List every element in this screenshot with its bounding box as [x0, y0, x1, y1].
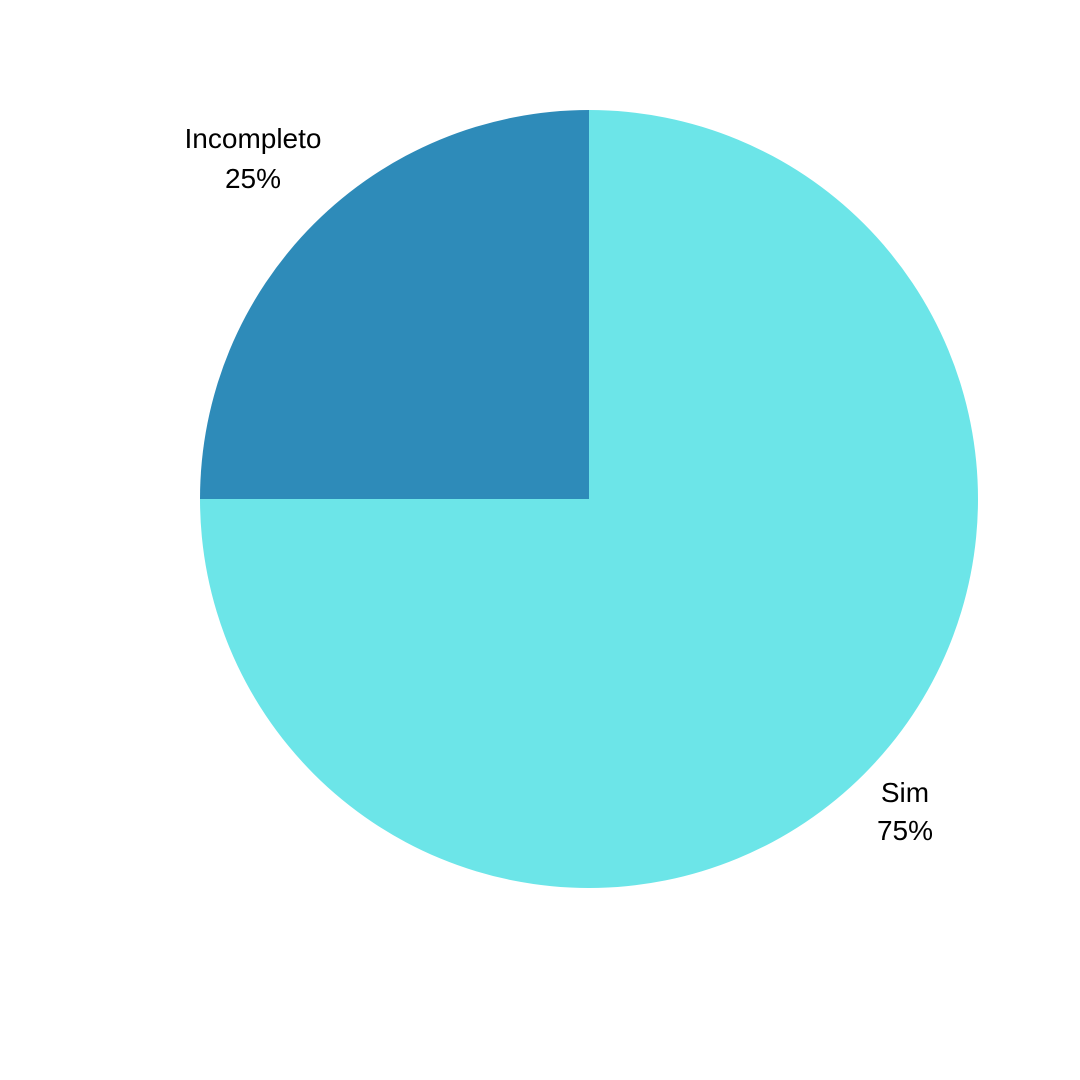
pie-slice-incompleto	[200, 110, 589, 499]
slice-percent-incompleto: 25%	[225, 163, 281, 194]
slice-percent-sim: 75%	[877, 815, 933, 846]
pie-slices	[200, 110, 978, 888]
pie-labels: Incompleto 25% Sim 75%	[185, 123, 934, 846]
slice-label-incompleto: Incompleto	[185, 123, 322, 154]
slice-label-sim: Sim	[881, 777, 929, 808]
pie-slice-sim	[200, 110, 978, 888]
